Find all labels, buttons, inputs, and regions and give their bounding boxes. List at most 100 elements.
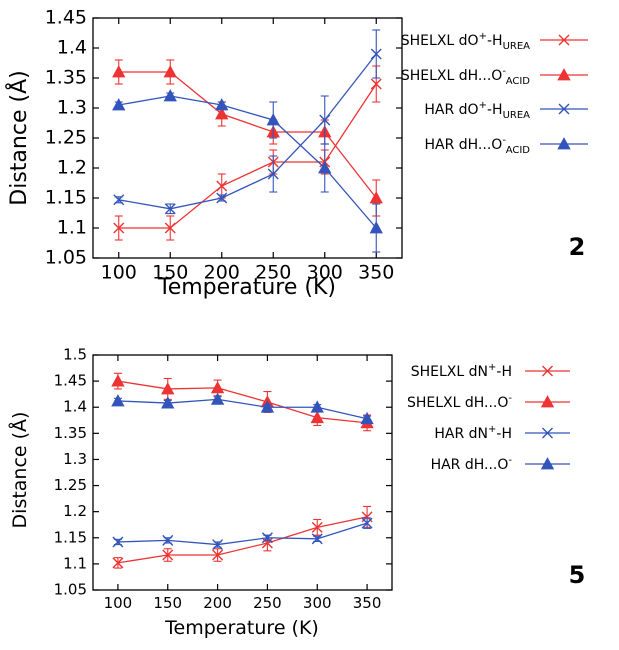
y-tick-label: 1.3: [57, 97, 87, 119]
x-tick-label: 350: [353, 594, 382, 612]
y-tick-label: 1.3: [63, 450, 87, 468]
data-point: [112, 98, 126, 111]
series-line: [117, 398, 368, 420]
data-point: [370, 78, 382, 90]
x-tick-label: 150: [153, 594, 182, 612]
data-point: [260, 400, 275, 413]
y-tick-label: 1.2: [57, 157, 87, 179]
y-axis-label: Distance (Å): [5, 70, 32, 205]
y-tick-label: 1.05: [45, 247, 87, 269]
legend-entry: HAR dH...O-ACID: [424, 135, 588, 156]
legend-label-part: +: [479, 100, 487, 111]
series-line: [118, 83, 377, 229]
y-axis-label: Distance (Å): [8, 412, 31, 529]
x-tick-label: 200: [203, 594, 232, 612]
y-tick-label: 1.5: [63, 346, 87, 364]
legend-label: HAR dO+-HUREA: [424, 100, 530, 121]
legend-label: SHELXL dH...O-: [407, 393, 512, 411]
series-line: [118, 53, 377, 210]
legend-label: HAR dH...O-ACID: [424, 135, 530, 156]
legend-label: SHELXL dH...O-ACID: [401, 66, 530, 87]
legend-entry: SHELXL dH...O-: [407, 393, 570, 411]
series-line: [117, 380, 368, 424]
legend-label-part: +: [488, 362, 496, 373]
data-point: [163, 89, 177, 102]
data-point: [311, 521, 323, 533]
x-tick-label: 300: [307, 262, 343, 284]
legend-marker: [558, 34, 570, 46]
data-point: [267, 168, 279, 180]
x-tick-label: 300: [303, 594, 332, 612]
data-point: [113, 194, 125, 206]
legend-label-part: +: [488, 424, 496, 435]
legend-marker: [542, 427, 553, 439]
legend-label: HAR dH...O-: [431, 455, 513, 473]
x-tick-label: 150: [152, 262, 188, 284]
y-tick-label: 1.25: [54, 476, 87, 494]
legend-label-part: HAR dH...O: [431, 457, 509, 473]
y-tick-label: 1.45: [45, 7, 87, 29]
data-point: [164, 222, 176, 234]
legend-label-part: UREA: [503, 110, 531, 121]
data-point: [163, 65, 177, 78]
legend-marker: [542, 365, 553, 377]
y-tick-label: 1.15: [54, 528, 87, 546]
y-tick-label: 1.2: [63, 502, 87, 520]
legend-marker: [558, 103, 570, 115]
data-point: [215, 98, 229, 111]
y-tick-label: 1.25: [45, 127, 87, 149]
legend-label-part: -H: [487, 33, 503, 49]
legend-entry: HAR dH...O-: [431, 455, 570, 473]
series-3: [113, 29, 382, 215]
data-point: [112, 536, 124, 548]
data-point: [360, 411, 374, 425]
x-tick-label: 250: [255, 262, 291, 284]
data-point: [216, 180, 228, 192]
legend-label: SHELXL dO+-HUREA: [401, 31, 530, 52]
legend-label-part: -: [508, 393, 512, 404]
legend-entry: SHELXL dO+-HUREA: [401, 31, 588, 52]
data-point: [370, 48, 382, 60]
chart-panel-2: 1.05 1.1 1.15 1.2 1.25 1.3 1.35 1.4 1.45 100 150 20…: [5, 7, 588, 300]
legend-label-part: HAR dH...O: [424, 137, 502, 153]
series-4: [111, 392, 374, 425]
legend-entry: HAR dN+-H: [434, 424, 570, 442]
data-point: [212, 549, 224, 561]
series-4: [112, 89, 383, 253]
data-point: [310, 400, 324, 413]
legend-label: SHELXL dN+-H: [411, 362, 512, 380]
series-line: [118, 95, 377, 229]
legend-label-part: SHELXL dO: [401, 33, 479, 49]
x-axis-label: Temperature (K): [164, 617, 319, 639]
chart-panel-5: 1.05 1.1 1.15 1.2 1.25 1.3 1.35 1.4 1.45 1.5 100 15…: [8, 346, 585, 640]
data-point: [216, 192, 228, 204]
data-point: [111, 374, 125, 387]
plot-frame: [92, 354, 393, 591]
legend-label: HAR dN+-H: [434, 424, 512, 442]
legend-label-part: SHELXL dH...O: [401, 68, 502, 84]
data-point: [261, 532, 273, 544]
data-point: [162, 549, 174, 561]
x-axis-label: Temperature (K): [157, 275, 336, 300]
series-3: [112, 517, 373, 551]
data-point: [161, 396, 175, 409]
data-point: [161, 382, 175, 395]
x-tick-label: 350: [358, 262, 394, 284]
data-point: [113, 222, 125, 234]
y-tick-label: 1.35: [45, 67, 87, 89]
data-point: [369, 221, 383, 234]
data-point: [266, 113, 280, 126]
y-tick-label: 1.1: [57, 217, 87, 239]
series-1: [112, 505, 373, 569]
legend-label-part: +: [479, 31, 487, 42]
data-point: [212, 539, 224, 551]
y-tick-label: 1.05: [54, 581, 87, 599]
legend-marker: [557, 68, 571, 81]
data-point: [215, 107, 229, 120]
legend-label-part: -: [502, 135, 506, 146]
data-point: [164, 203, 176, 215]
legend-label-part: -H: [487, 102, 503, 118]
legend-marker: [540, 457, 555, 470]
data-point: [112, 65, 126, 78]
